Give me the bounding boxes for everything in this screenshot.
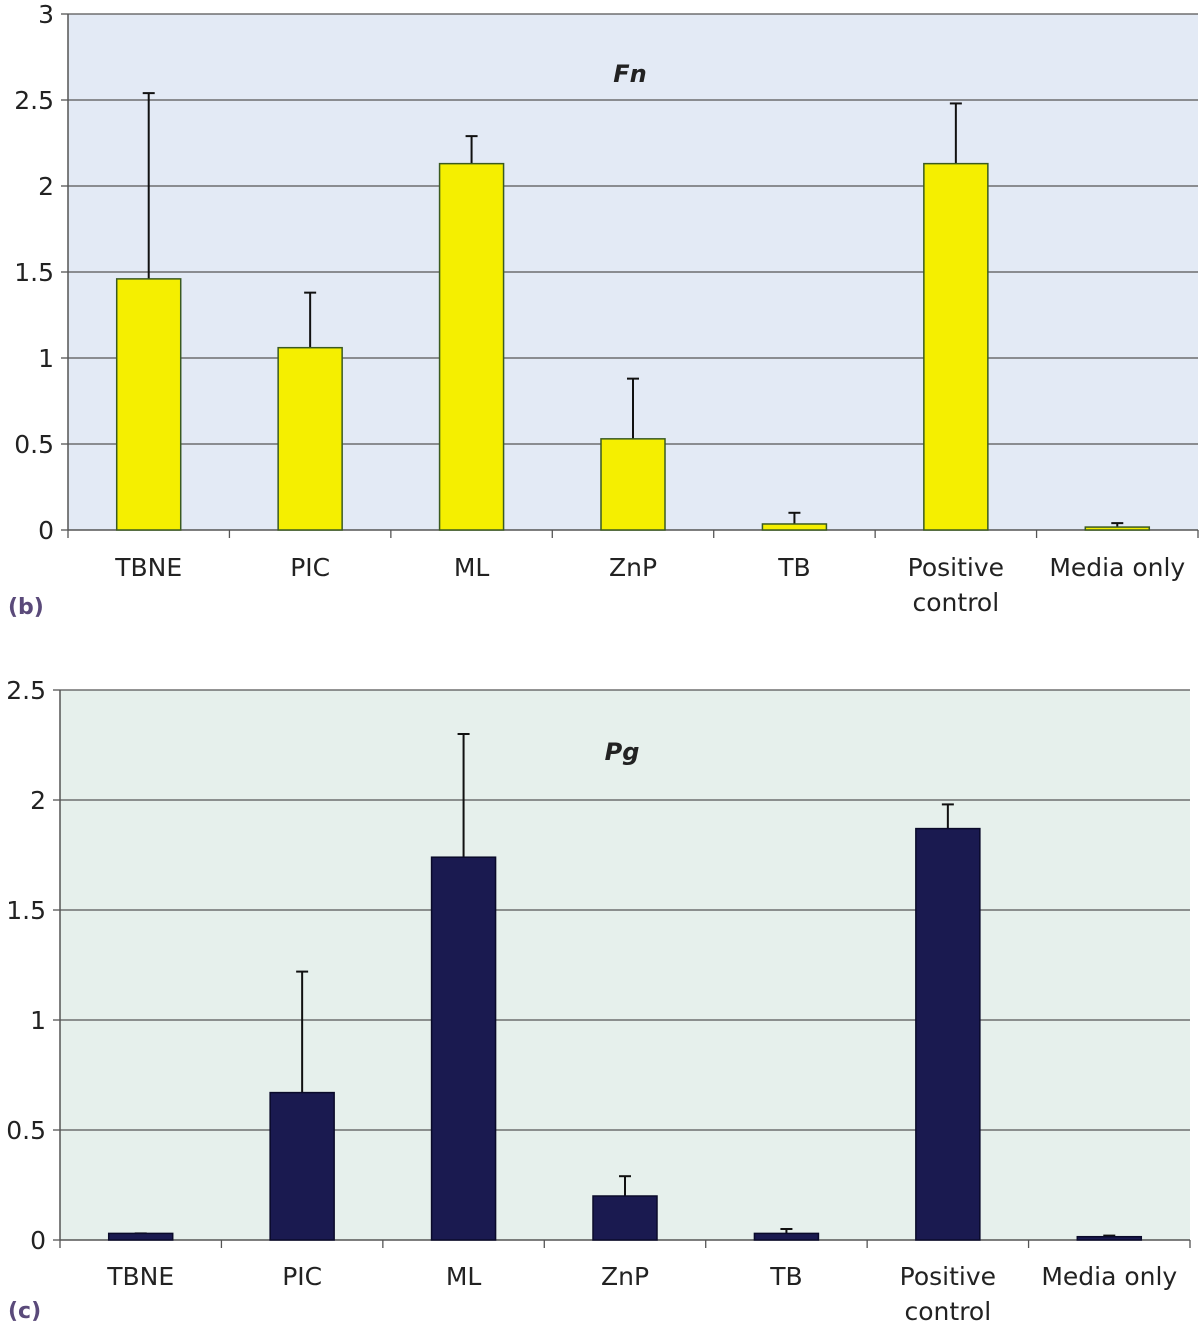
y-tick-label: 0 [38, 516, 54, 545]
bar-tb [761, 523, 828, 531]
bar-znp [600, 438, 666, 531]
bar-media-only [1084, 526, 1151, 531]
bar-tbne [107, 1232, 174, 1241]
bar-ml [430, 856, 497, 1241]
chart-title: Pg [605, 738, 640, 766]
y-tick-label: 0.5 [14, 430, 54, 459]
x-tick-label: PIC [282, 1262, 322, 1291]
x-tick-label: ZnP [609, 553, 657, 582]
bar-tbne [115, 278, 182, 531]
y-tick-label: 2 [30, 786, 46, 815]
x-tick-label: control [905, 1297, 992, 1326]
y-tick-label: 2.5 [14, 86, 54, 115]
x-tick-label: Positive [908, 553, 1004, 582]
x-tick-label: TBNE [106, 1262, 174, 1291]
y-tick-label: 0.5 [6, 1116, 46, 1145]
x-tick-label: PIC [290, 553, 330, 582]
bar-znp [592, 1195, 658, 1241]
bar-ml [438, 162, 505, 531]
x-tick-label: ML [446, 1262, 482, 1291]
x-tick-label: TBNE [114, 553, 182, 582]
x-tick-label: Media only [1049, 553, 1185, 582]
y-tick-label: 0 [30, 1226, 46, 1255]
y-tick-label: 3 [38, 0, 54, 29]
y-tick-label: 2 [38, 172, 54, 201]
y-tick-label: 1 [38, 344, 54, 373]
x-tick-label: Media only [1041, 1262, 1177, 1291]
bar-pic [269, 1091, 335, 1241]
chart-title: Fn [613, 60, 646, 88]
panel-label: (b) [8, 595, 44, 620]
x-tick-label: Positive [900, 1262, 996, 1291]
x-tick-label: control [913, 588, 1000, 617]
bar-positive-control [915, 827, 981, 1241]
y-tick-label: 1.5 [14, 258, 54, 287]
bar-tb [753, 1232, 820, 1241]
chart-1: 0 0.5 1 1.5 2 2.5 TBNE PIC ML ZnP TB Positive contro… [6, 676, 1191, 1326]
bar-pic [277, 346, 343, 531]
y-tick-label: 1 [30, 1006, 46, 1035]
bar-media-only [1076, 1235, 1143, 1241]
x-tick-label: TB [777, 553, 810, 582]
chart-0: 0 0.5 1 1.5 2 2.5 3 TBNE PIC ML ZnP TB Positive contr… [8, 0, 1199, 620]
y-tick-label: 2.5 [6, 676, 46, 705]
plot-area [60, 690, 1190, 1240]
x-tick-label: ML [454, 553, 490, 582]
y-tick-label: 1.5 [6, 896, 46, 925]
x-tick-label: TB [769, 1262, 802, 1291]
panel-label: (c) [8, 1299, 41, 1324]
bar-positive-control [923, 162, 989, 531]
x-tick-label: ZnP [601, 1262, 649, 1291]
